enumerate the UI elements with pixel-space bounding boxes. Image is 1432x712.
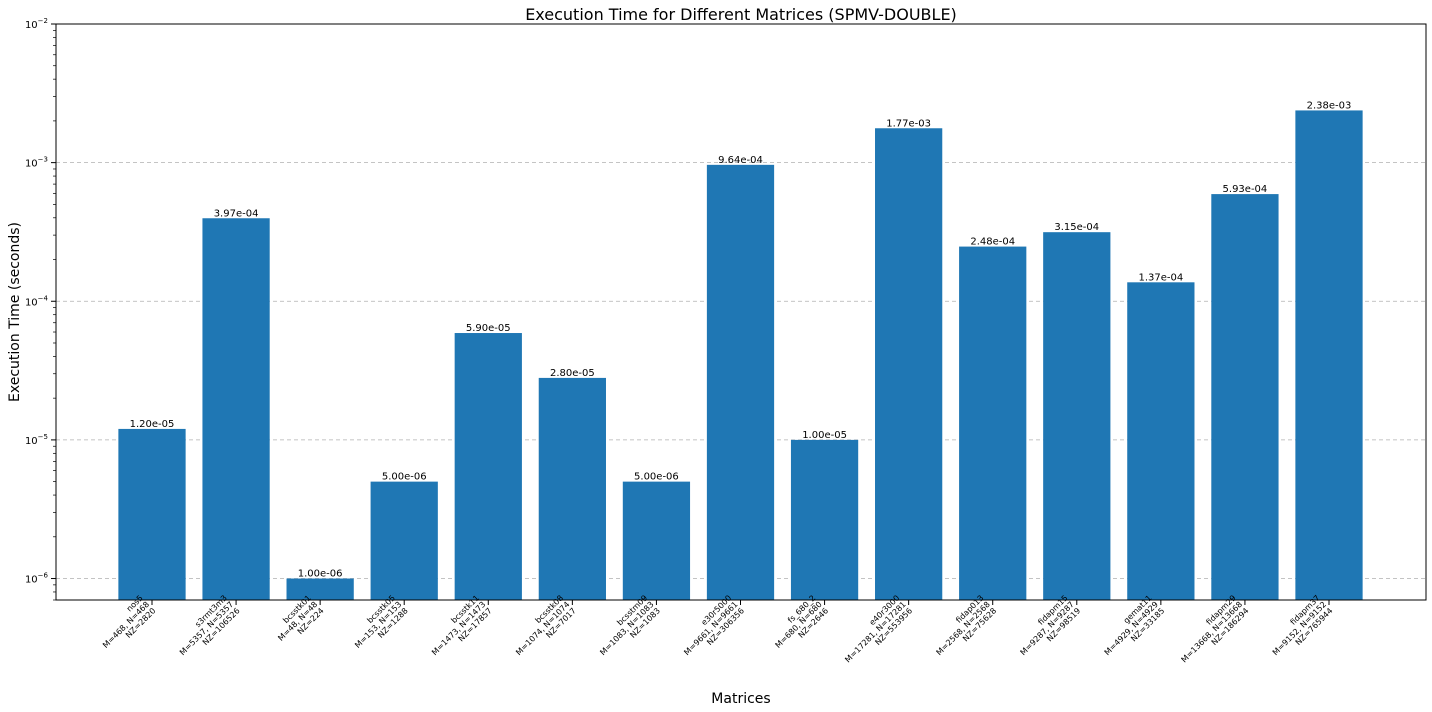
bar	[790, 439, 859, 600]
bar-value-label: 1.37e-04	[1138, 272, 1183, 283]
bar-value-label: 5.93e-04	[1223, 184, 1268, 195]
y-tick-label: 10−4	[25, 294, 49, 308]
bar	[370, 481, 438, 600]
bar-value-label: 1.77e-03	[886, 118, 931, 129]
bar	[1043, 232, 1111, 601]
bar	[622, 481, 691, 600]
bar	[706, 164, 775, 600]
bar	[1295, 110, 1363, 600]
bar	[286, 578, 354, 600]
bar	[875, 128, 943, 600]
grid-layer	[56, 162, 1426, 579]
bar	[118, 428, 186, 600]
bar-value-label: 2.48e-04	[970, 237, 1015, 248]
y-tick-label: 10−5	[25, 433, 48, 447]
bar-value-label: 1.00e-05	[802, 430, 847, 441]
bar-value-label: 1.20e-05	[130, 419, 175, 430]
bar-value-label: 3.15e-04	[1054, 222, 1099, 233]
bar-value-label: 9.64e-04	[718, 155, 763, 166]
bar	[959, 246, 1027, 600]
chart-title: Execution Time for Different Matrices (S…	[525, 5, 957, 24]
y-tick-label: 10−6	[25, 572, 49, 586]
bars-layer	[118, 110, 1363, 601]
bar-value-label: 5.90e-05	[466, 323, 511, 334]
bar-value-label: 3.97e-04	[214, 208, 259, 219]
y-axis-label: Execution Time (seconds)	[7, 222, 23, 402]
bar-value-label: 5.00e-06	[382, 472, 427, 483]
data-labels-layer: 1.20e-05 3.97e-04 1.00e-06 5.00e-06 5.90e-05…	[130, 100, 1352, 579]
bar-value-label: 2.80e-05	[550, 368, 595, 379]
bar-value-label: 5.00e-06	[634, 472, 679, 483]
y-tick-label: 10−2	[25, 17, 48, 31]
y-axis-ticks: 10−6 10−5 10−4 10−3 10−2	[25, 17, 56, 601]
bar	[1127, 282, 1195, 600]
bar	[1211, 194, 1279, 600]
y-tick-label: 10−3	[25, 156, 48, 170]
x-tick-label-line: M=17281, N=17281	[843, 600, 908, 665]
bar	[202, 218, 270, 600]
x-axis-label: Matrices	[711, 691, 770, 707]
x-tick-label-line: M=13668, N=13668	[1180, 600, 1245, 665]
bar	[538, 377, 606, 600]
bar-value-label: 2.38e-03	[1307, 100, 1352, 111]
bar	[454, 333, 522, 600]
bar-value-label: 1.00e-06	[298, 569, 343, 580]
